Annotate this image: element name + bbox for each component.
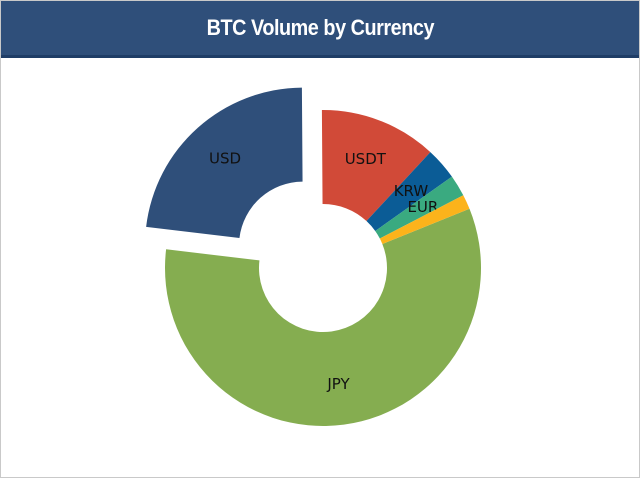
slice-eur[interactable] bbox=[375, 176, 464, 239]
panel-header: BTC Volume by Currency bbox=[1, 1, 639, 58]
slice-krw[interactable] bbox=[366, 152, 452, 231]
slice-label-krw: KRW bbox=[394, 182, 429, 200]
chart-area: JPY USD USDT KRW EUR bbox=[1, 58, 639, 477]
slice-label-eur: EUR bbox=[407, 198, 438, 216]
slice-usdt[interactable] bbox=[321, 110, 431, 222]
slice-label-usdt: USDT bbox=[345, 150, 387, 168]
slice-label-usd: USD bbox=[209, 149, 241, 167]
slice-label-jpy: JPY bbox=[326, 375, 350, 393]
slice-jpy[interactable] bbox=[164, 208, 481, 427]
slice-slice-5[interactable] bbox=[379, 195, 470, 245]
panel-title: BTC Volume by Currency bbox=[206, 15, 434, 40]
slice-usd[interactable] bbox=[146, 87, 303, 239]
